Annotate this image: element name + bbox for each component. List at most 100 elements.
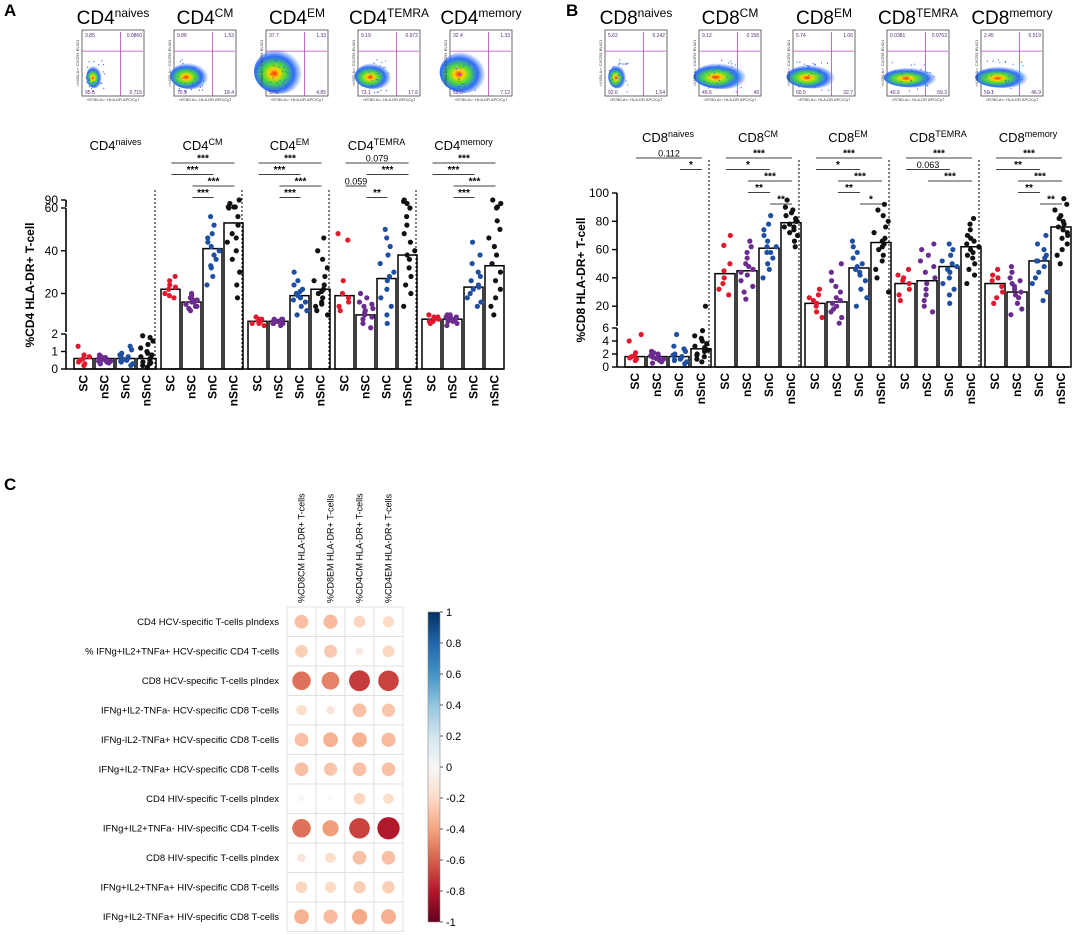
- data-point-nSnC: [408, 273, 414, 280]
- significance-label: ***: [843, 149, 855, 160]
- y-tick-label: 4: [602, 334, 609, 348]
- color-scale-label: 1: [446, 607, 452, 619]
- flow-event-dot: [1012, 63, 1014, 65]
- flow-event-dot: [704, 84, 707, 86]
- data-point-nSnC: [140, 333, 146, 339]
- data-point-nSC: [274, 318, 281, 324]
- data-point-SC: [249, 320, 255, 327]
- panel-a: CD4naives CD4CM CD4EM CD4TEMRA CD4memory 3.85…: [23, 6, 522, 407]
- flow-event-dot: [194, 66, 196, 69]
- gate-value-ur: 1.33: [316, 33, 326, 39]
- data-point-nSnC: [875, 207, 881, 213]
- cd8-flow-plot: 5.62 0.242 92.6 1.54 <V450-A>: CXCR3 BV421 <R…: [598, 29, 668, 102]
- x-tick-label-SC: SC: [251, 375, 265, 392]
- x-tick-label-nSC: nSC: [185, 375, 199, 399]
- cd8-flow-plot: 9.12 0.158 49.6 49 <V450-A>: CXCR3 BV421 <R78…: [692, 29, 762, 102]
- flow-event-dot: [88, 61, 90, 63]
- data-point-SC: [259, 316, 265, 322]
- data-point-SnC: [386, 273, 393, 280]
- flow-event-dot: [458, 67, 460, 69]
- cd8-title-EM: CD8EM: [796, 6, 852, 29]
- data-point-SC: [345, 295, 352, 301]
- gate-value-ll: 50.1: [984, 90, 994, 96]
- data-point-nSnC: [493, 252, 500, 258]
- corr-circle: [381, 732, 396, 747]
- data-point-nSC: [190, 297, 196, 303]
- corr-circle: [352, 762, 367, 777]
- data-point-SC: [337, 308, 343, 314]
- data-point-nSnC: [972, 261, 978, 267]
- data-point-nSC: [917, 258, 924, 264]
- data-point-nSnC: [784, 197, 790, 203]
- cd8-flow-plot: 2.45 0.519 50.1 46.9 <V450-A>: CXCR3 BV421 <R…: [974, 29, 1044, 102]
- corr-circle: [381, 850, 396, 865]
- group-title: CD8CM: [738, 129, 778, 145]
- cd4-flow-plot: 37.7 1.33 57.0 4.85 <V450-A>: CXCR3 BV421 <R7…: [254, 29, 329, 102]
- data-point-nSnC: [229, 256, 235, 262]
- flow-event-dot: [460, 67, 462, 69]
- corr-circle: [382, 881, 395, 894]
- flow-event-dot: [908, 90, 911, 92]
- data-point-SC: [905, 266, 912, 273]
- significance-label: 0.059: [345, 177, 368, 187]
- flow-event-dot: [270, 81, 272, 83]
- significance-label: **: [1025, 183, 1033, 194]
- data-point-SnC: [464, 295, 470, 301]
- flow-x-axis-label: <R780-A>: HLA-DR APC/Cy7: [363, 97, 416, 102]
- flow-event-dot: [463, 83, 465, 85]
- data-point-nSnC: [138, 354, 144, 360]
- y-tick-label: 2: [51, 327, 58, 341]
- flow-event-dot: [612, 66, 614, 68]
- flow-event-dot: [716, 82, 718, 84]
- cd8-flow-plot: 5.74 1.06 60.5 32.7 <V450-A>: CXCR3 BV421 <R7…: [786, 29, 856, 102]
- flow-event-dot: [819, 77, 822, 79]
- flow-event-dot: [92, 69, 94, 72]
- data-point-nSC: [648, 348, 655, 354]
- flow-event-dot: [381, 80, 383, 82]
- flow-event-dot: [799, 61, 801, 63]
- corr-circle: [378, 670, 399, 692]
- data-point-nSnC: [406, 265, 412, 271]
- data-point-nSC: [738, 269, 744, 275]
- y-tick-label: 80: [596, 214, 610, 228]
- flow-event-dot: [988, 69, 990, 71]
- data-point-nSnC: [233, 235, 239, 241]
- flow-event-dot: [198, 74, 200, 76]
- flow-event-dot: [618, 63, 620, 66]
- data-point-nSnC: [311, 278, 317, 284]
- data-point-nSC: [931, 263, 937, 270]
- corr-circle: [355, 647, 364, 656]
- y-tick-label: 6: [602, 321, 609, 335]
- significance-label: ***: [197, 154, 209, 165]
- flow-event-dot: [1002, 70, 1004, 72]
- flow-event-dot: [814, 86, 816, 88]
- corr-circle: [322, 820, 339, 837]
- data-point-SnC: [130, 361, 136, 367]
- flow-event-dot: [712, 76, 714, 78]
- data-point-nSC: [360, 316, 366, 322]
- data-point-SnC: [950, 246, 956, 253]
- corr-circle: [351, 909, 368, 925]
- data-point-SnC: [1032, 275, 1039, 281]
- flow-event-dot: [920, 68, 922, 71]
- significance-label: ***: [284, 188, 296, 199]
- data-point-nSC: [1009, 280, 1015, 287]
- data-point-nSC: [750, 283, 756, 289]
- bar-SC: [160, 288, 181, 370]
- data-point-nSnC: [234, 282, 240, 288]
- data-point-SC: [810, 297, 817, 304]
- flow-event-dot: [610, 75, 612, 77]
- data-point-SC: [721, 275, 727, 281]
- flow-event-dot: [457, 85, 459, 88]
- data-point-nSnC: [786, 221, 793, 227]
- flow-event-dot: [1007, 80, 1009, 82]
- data-point-SnC: [684, 359, 690, 365]
- color-scale-label: -0.2: [446, 793, 465, 805]
- significance-label: **: [1014, 160, 1022, 171]
- data-point-nSnC: [497, 226, 503, 232]
- x-tick-label-SC: SC: [628, 373, 642, 390]
- data-point-nSnC: [791, 224, 797, 230]
- data-point-nSC: [368, 325, 374, 331]
- data-point-nSnC: [319, 301, 325, 307]
